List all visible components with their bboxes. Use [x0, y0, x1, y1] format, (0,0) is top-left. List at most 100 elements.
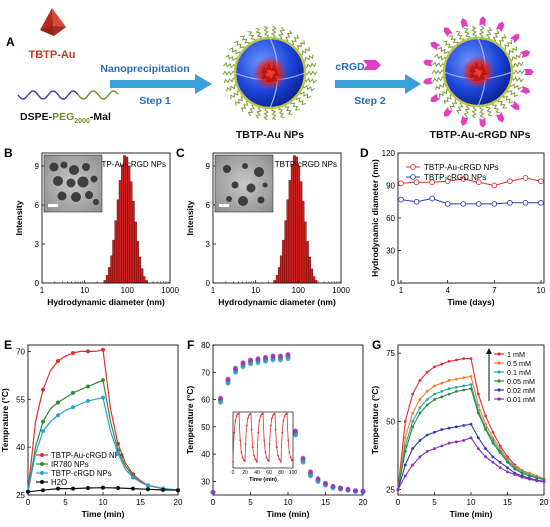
- data-point: [56, 400, 60, 405]
- data-point: [71, 350, 75, 355]
- panel-letter: B: [4, 146, 13, 160]
- data-point: [429, 179, 435, 186]
- inset-point: [241, 456, 244, 459]
- peg-brush-strand: [230, 90, 241, 100]
- data-point: [403, 444, 407, 448]
- data-point: [403, 474, 407, 478]
- data-point: [538, 199, 544, 206]
- data-point: [513, 473, 517, 476]
- legend-marker: [410, 174, 416, 180]
- peg-brush-strand: [247, 31, 256, 42]
- data-point: [440, 381, 444, 385]
- data-point: [455, 440, 458, 444]
- y-axis-label: Temperature (°C): [185, 386, 195, 455]
- data-point: [101, 395, 105, 400]
- data-point: [86, 349, 90, 354]
- data-point: [225, 380, 231, 386]
- peg-brush-strand: [247, 103, 255, 117]
- legend-label: TBTP-Au-cRGD NPs: [91, 160, 166, 169]
- data-point: [403, 449, 407, 453]
- panel-e: E Time (min) Temprature (°C) 0 5 10 15 20 25 40 55…: [0, 338, 183, 519]
- tem-particle: [223, 165, 231, 173]
- data-point: [425, 449, 429, 453]
- x-axis-label: Hydrodynamic diameter (nm): [218, 297, 336, 307]
- x-tick-label: 10: [99, 498, 108, 507]
- x-tick-label: 1: [211, 286, 216, 295]
- peg-brush-strand: [235, 96, 245, 106]
- crgd-ligand: [495, 111, 505, 123]
- inset-point: [269, 424, 272, 427]
- inset-point: [266, 459, 269, 461]
- data-point: [411, 425, 414, 429]
- data-point: [403, 463, 407, 467]
- peg-brush-strand: [271, 107, 277, 121]
- data-point: [398, 180, 404, 187]
- series-line: [400, 197, 541, 205]
- x-tick-label: 20: [359, 498, 368, 507]
- x-tick-label: 1000: [332, 286, 350, 295]
- peg-brush-strand: [228, 47, 241, 55]
- crgd-ligand: [479, 16, 486, 27]
- step2-arrow: [335, 74, 421, 94]
- peg-brush-strand: [449, 98, 458, 110]
- data-point: [41, 488, 45, 493]
- panel-letter: F: [187, 338, 194, 352]
- peg-brush-strand: [511, 61, 524, 68]
- data-point: [263, 358, 268, 364]
- data-point: [71, 390, 75, 395]
- data-point: [462, 388, 466, 392]
- data-point: [513, 467, 517, 471]
- data-point: [411, 411, 414, 415]
- y-tick-label: 70: [16, 347, 25, 356]
- inset-point: [245, 424, 248, 427]
- peg-brush-strand: [442, 40, 454, 50]
- scale-bar: [219, 204, 229, 207]
- y-tick-label: 55: [16, 395, 25, 404]
- inset-point: [274, 428, 277, 431]
- crgd-ligand: [460, 18, 469, 29]
- data-point: [71, 405, 75, 410]
- data-point: [345, 486, 351, 492]
- data-point: [396, 488, 400, 491]
- y-tick-label: 3: [35, 240, 40, 249]
- peg-brush-strand: [222, 70, 236, 76]
- crgd-peptide-icon: [363, 60, 381, 70]
- data-point: [248, 361, 253, 367]
- peg-brush-strand: [492, 29, 500, 43]
- data-point: [462, 357, 466, 361]
- x-tick-label: 7: [492, 286, 497, 295]
- tem-particle: [226, 196, 232, 202]
- y-tick-label: 60: [386, 214, 395, 223]
- inset-point: [254, 458, 257, 460]
- legend-marker: [497, 361, 501, 365]
- inset-point: [239, 439, 242, 442]
- data-point: [270, 357, 276, 363]
- data-point: [146, 483, 150, 488]
- inset-point: [247, 417, 249, 419]
- y-tick-label: 0: [35, 279, 40, 288]
- data-point: [285, 356, 291, 362]
- peg-brush-strand: [471, 25, 478, 39]
- step2-label: Step 2: [354, 95, 386, 107]
- x-tick-label: 1: [40, 286, 45, 295]
- tem-particle: [90, 175, 98, 183]
- peg-brush-strand: [437, 46, 450, 55]
- np1-label: TBTP-Au NPs: [236, 129, 304, 141]
- inset-point: [275, 446, 278, 449]
- crgd-ligand: [423, 59, 434, 67]
- data-point: [455, 425, 458, 429]
- peg-brush-strand: [277, 106, 285, 119]
- data-point: [26, 489, 30, 494]
- tbtp-au-nanoparticle-icon: [222, 25, 318, 121]
- data-point: [411, 447, 414, 451]
- tem-particle: [238, 196, 248, 206]
- series-line: [397, 437, 545, 490]
- data-point: [418, 439, 422, 442]
- y-tick-label: 75: [386, 349, 395, 358]
- inset-point: [248, 414, 251, 416]
- data-point: [455, 389, 458, 393]
- legend-label: 0.5 mM: [507, 359, 531, 368]
- inset-point: [232, 460, 234, 463]
- peg-brush-strand: [302, 84, 315, 92]
- data-point: [507, 199, 513, 206]
